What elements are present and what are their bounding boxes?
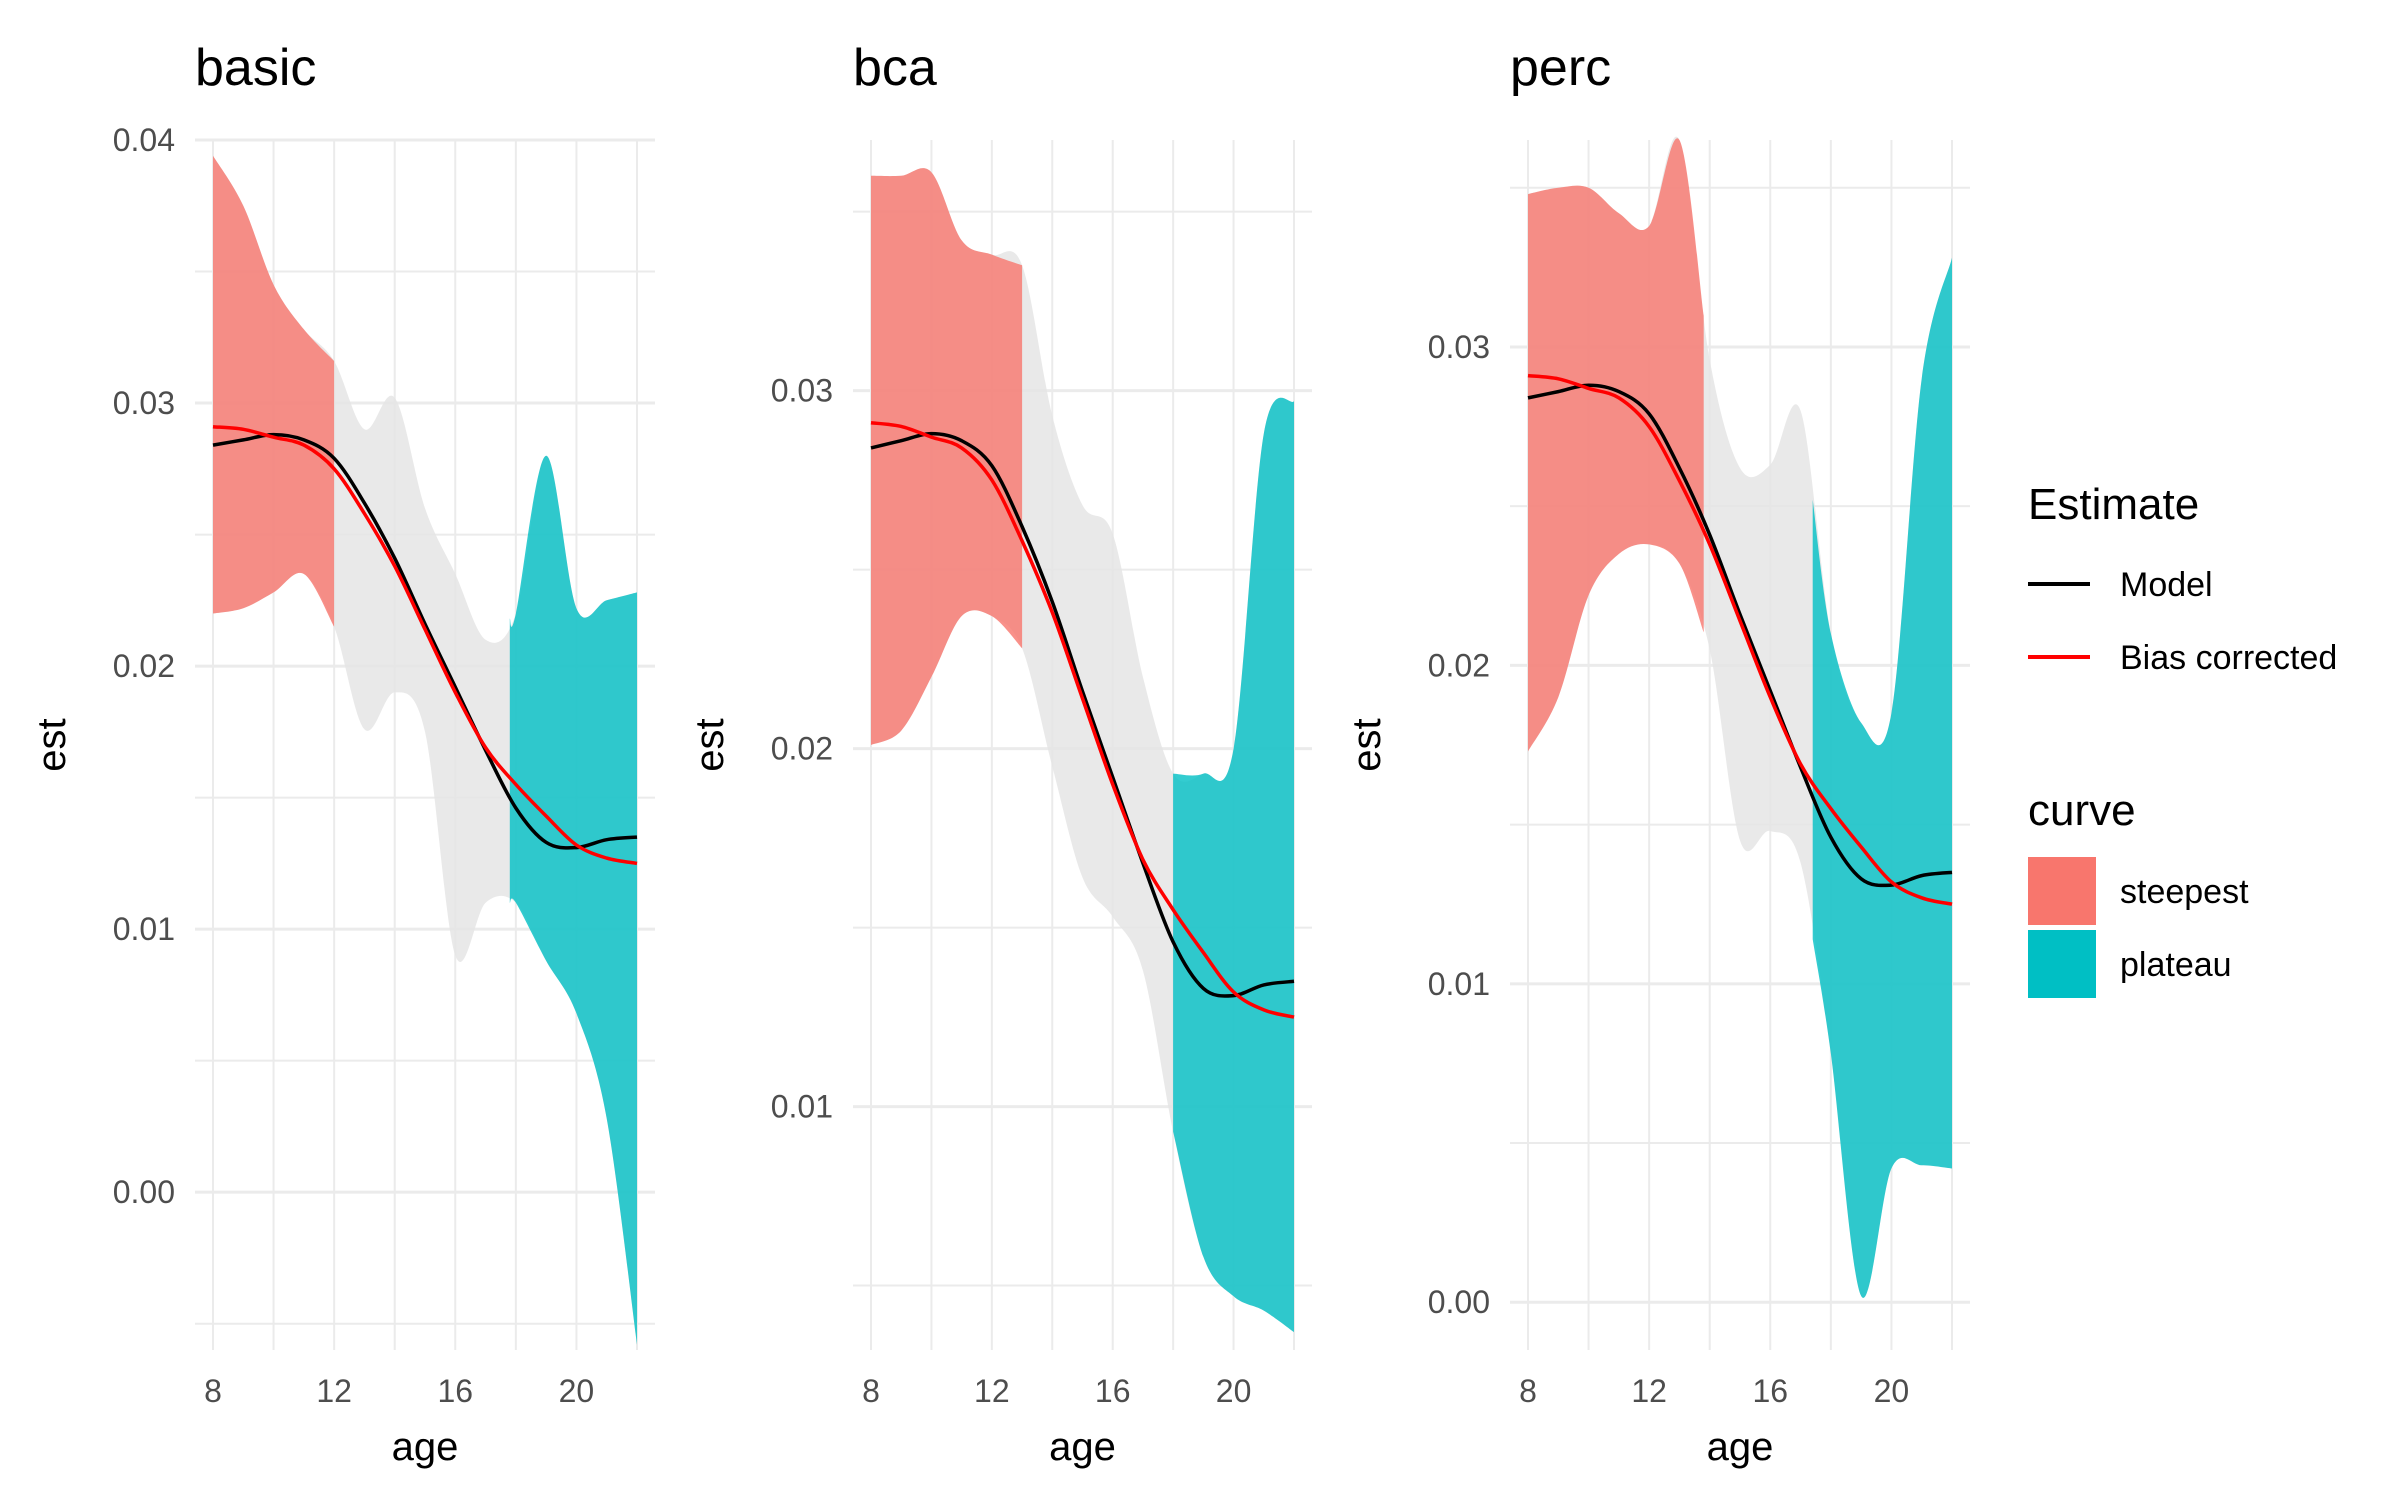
x-axis-label: age <box>392 1425 459 1469</box>
panels: 8 12 16 20 0.00 0.01 0.02 0.03 0.04 basic age est 8 1… <box>30 39 1970 1469</box>
y-axis-label: est <box>30 718 74 771</box>
x-tick-label: 16 <box>1752 1373 1788 1409</box>
x-tick-label: 12 <box>974 1373 1010 1409</box>
y-tick-label: 0.04 <box>113 122 175 158</box>
steepest-band <box>1528 138 1704 752</box>
legend: Estimate Model Bias corrected curve stee… <box>2028 480 2337 998</box>
legend-model-label: Model <box>2120 566 2213 604</box>
y-tick-label: 0.02 <box>771 731 833 767</box>
x-tick-label: 20 <box>1216 1373 1252 1409</box>
x-tick-label: 8 <box>1519 1373 1537 1409</box>
x-tick-label: 12 <box>1631 1373 1667 1409</box>
steepest-band <box>871 168 1023 746</box>
panel-title: bca <box>853 39 937 97</box>
panel-title: perc <box>1510 39 1611 97</box>
plateau-band <box>1812 257 1952 1298</box>
x-tick-label: 16 <box>1095 1373 1131 1409</box>
y-tick-label: 0.01 <box>771 1089 833 1125</box>
y-tick-label: 0.00 <box>1428 1284 1490 1320</box>
x-tick-label: 20 <box>1874 1373 1910 1409</box>
panel-basic: 8 12 16 20 0.00 0.01 0.02 0.03 0.04 basic age est <box>30 39 655 1469</box>
series-line-bias-corrected <box>1527 373 1953 906</box>
series-line-model <box>870 431 1295 998</box>
plateau-band <box>1173 397 1294 1333</box>
legend-bias-corrected-label: Bias corrected <box>2120 639 2337 677</box>
x-axis-label: age <box>1049 1425 1116 1469</box>
y-tick-label: 0.03 <box>113 385 175 421</box>
steepest-band <box>213 155 335 627</box>
legend-steepest-label: steepest <box>2120 873 2249 911</box>
y-tick-label: 0.00 <box>113 1174 175 1210</box>
x-tick-label: 12 <box>316 1373 352 1409</box>
legend-estimate-title: Estimate <box>2028 480 2199 529</box>
y-tick-label: 0.01 <box>113 911 175 947</box>
y-tick-label: 0.02 <box>113 648 175 684</box>
y-axis-label: est <box>688 718 732 771</box>
x-tick-label: 16 <box>437 1373 473 1409</box>
series-line-bias-corrected <box>870 421 1295 1019</box>
y-tick-label: 0.03 <box>771 373 833 409</box>
y-axis-label: est <box>1345 718 1389 771</box>
x-axis-label: age <box>1707 1425 1774 1469</box>
panel-bca: 8 12 16 20 0.01 0.02 0.03 bca age est <box>688 39 1312 1469</box>
x-tick-label: 8 <box>204 1373 222 1409</box>
plateau-band <box>509 455 637 1345</box>
y-tick-label: 0.03 <box>1428 329 1490 365</box>
legend-plateau-label: plateau <box>2120 946 2232 984</box>
legend-plateau-key <box>2028 930 2096 998</box>
legend-steepest-key <box>2028 857 2096 925</box>
y-tick-label: 0.01 <box>1428 966 1490 1002</box>
series-line-model <box>212 432 638 850</box>
legend-curve-title: curve <box>2028 786 2136 835</box>
panel-perc: 8 12 16 20 0.00 0.01 0.02 0.03 perc age est <box>1345 39 1970 1469</box>
y-tick-label: 0.02 <box>1428 647 1490 683</box>
x-tick-label: 8 <box>862 1373 880 1409</box>
series-line-bias-corrected <box>212 424 638 866</box>
series-line-model <box>1527 383 1953 888</box>
x-tick-label: 20 <box>559 1373 595 1409</box>
panel-title: basic <box>195 39 316 97</box>
